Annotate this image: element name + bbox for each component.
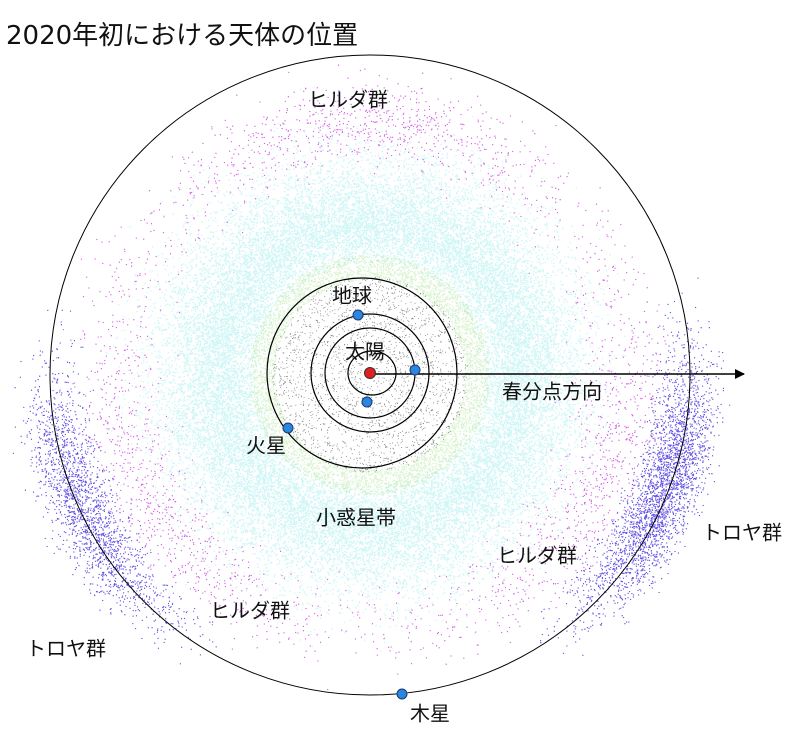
earth-orbit: [310, 313, 430, 433]
label: トロヤ群: [702, 521, 782, 545]
jupiter: [396, 688, 408, 700]
asteroid-clouds: [12, 64, 731, 691]
mars-orbit: [266, 277, 458, 469]
title: 2020年初における天体の位置: [6, 21, 358, 51]
mercury-orbit: [347, 350, 397, 396]
label: ヒルダ群: [497, 544, 577, 568]
venus: [361, 396, 373, 408]
label: 火星: [246, 434, 286, 458]
label: 太陽: [345, 340, 385, 364]
inner-neas: [271, 277, 469, 473]
label: 春分点方向: [502, 380, 602, 404]
label: ヒルダ群: [210, 599, 290, 623]
label: ヒルダ群: [308, 88, 388, 112]
jupiter-orbit: [49, 54, 691, 696]
main-belt-inner: [249, 254, 491, 496]
mars: [282, 422, 294, 434]
mercury: [409, 364, 421, 376]
main-belt: [99, 88, 644, 652]
trojans-left: [12, 309, 217, 665]
hildas-left: [62, 170, 446, 691]
hildas-right: [310, 133, 679, 665]
hildas-top: [80, 64, 633, 324]
label: 木星: [410, 702, 450, 726]
label: 小惑星帯: [316, 506, 396, 530]
trojans-right: [522, 277, 731, 656]
earth: [352, 309, 364, 321]
sun: [364, 367, 376, 379]
label: トロヤ群: [26, 637, 106, 661]
label: 地球: [332, 284, 372, 308]
